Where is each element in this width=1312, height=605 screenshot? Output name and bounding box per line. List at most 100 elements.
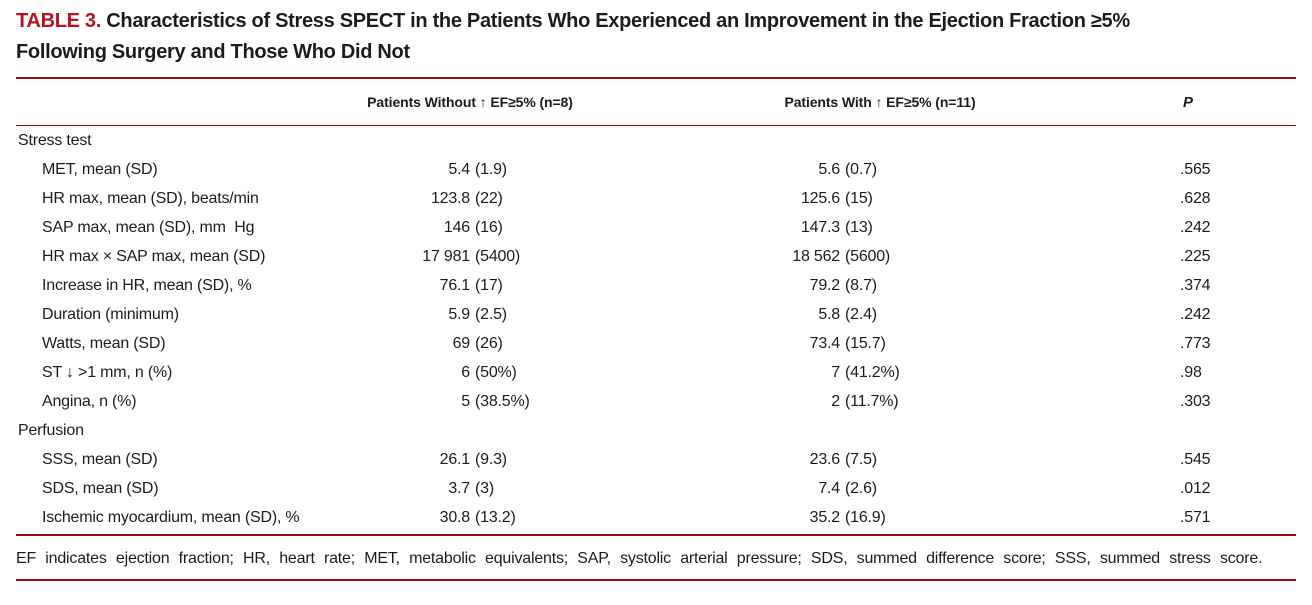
row-label: ST ↓ >1 mm, n (%) [42, 363, 173, 381]
value-without-number: 76.1 [439, 276, 471, 294]
table-title: TABLE 3. Characteristics of Stress SPECT… [16, 6, 1136, 68]
value-with-number: 7 [831, 363, 840, 381]
table-row: MET, mean (SD) 5.4 (1.9) 5.6 (0.7) .565 [16, 155, 1296, 184]
value-without-number: 26.1 [439, 450, 471, 468]
table-row: SSS, mean (SD) 26.1 (9.3) 23.6 (7.5) .54… [16, 445, 1296, 474]
value-with-number: 147.3 [800, 218, 840, 236]
value-without-number: 5.4 [448, 160, 470, 178]
value-with-sd: (41.2%) [845, 363, 900, 381]
value-p: .628 [1180, 189, 1211, 207]
value-without-number: 69 [452, 334, 471, 352]
value-with-number: 5.8 [818, 305, 840, 323]
value-without-sd: (1.9) [475, 160, 507, 178]
value-without-sd: (13.2) [475, 508, 516, 526]
table-body: Stress test MET, mean (SD) 5.4 (1.9) 5.6… [16, 126, 1296, 532]
table-row: HR max, mean (SD), beats/min 123.8 (22) … [16, 184, 1296, 213]
table-row: Increase in HR, mean (SD), % 76.1 (17) 7… [16, 271, 1296, 300]
value-without-number: 5 [461, 392, 470, 410]
table-rule-bottom-of-data [16, 534, 1296, 536]
table-title-text: Characteristics of Stress SPECT in the P… [16, 10, 1130, 63]
value-without-sd: (16) [475, 218, 503, 236]
value-p: .225 [1180, 247, 1211, 265]
value-p: .773 [1180, 334, 1211, 352]
header-patients-without: Patients Without ↑ EF≥5% (n=8) [367, 94, 573, 110]
paper-table-page: TABLE 3. Characteristics of Stress SPECT… [16, 6, 1296, 581]
value-without-sd: (38.5%) [475, 392, 530, 410]
value-with-sd: (16.9) [845, 508, 886, 526]
table-row: Duration (minimum) 5.9 (2.5) 5.8 (2.4) .… [16, 300, 1296, 329]
value-p: .242 [1180, 218, 1211, 236]
value-without-sd: (2.5) [475, 305, 507, 323]
value-without-number: 146 [443, 218, 470, 236]
value-with-number: 35.2 [809, 508, 841, 526]
value-p: .242 [1180, 305, 1211, 323]
table-row: SAP max, mean (SD), mm Hg 146 (16) 147.3… [16, 213, 1296, 242]
row-label: Stress test [18, 131, 92, 149]
header-p-value: P [1183, 93, 1193, 111]
value-without-sd: (17) [475, 276, 503, 294]
table-row: HR max × SAP max, mean (SD) 17 981 (5400… [16, 242, 1296, 271]
table-number-label: TABLE 3. [16, 10, 102, 32]
row-label: Ischemic myocardium, mean (SD), % [42, 508, 300, 526]
table-footnote: EF indicates ejection fraction; HR, hear… [16, 550, 1263, 567]
value-p: .012 [1180, 479, 1211, 497]
row-label: SDS, mean (SD) [42, 479, 159, 497]
table-row: Ischemic myocardium, mean (SD), % 30.8 (… [16, 503, 1296, 532]
value-without-number: 30.8 [439, 508, 471, 526]
row-label: Perfusion [18, 421, 84, 439]
row-label: Angina, n (%) [42, 392, 137, 410]
value-with-sd: (0.7) [845, 160, 877, 178]
table-header-row: Patients Without ↑ EF≥5% (n=8) Patients … [16, 79, 1296, 125]
row-label: HR max × SAP max, mean (SD) [42, 247, 266, 265]
value-without-sd: (50%) [475, 363, 517, 381]
value-with-sd: (2.4) [845, 305, 877, 323]
value-without-number: 123.8 [430, 189, 470, 207]
table-row: SDS, mean (SD) 3.7 (3) 7.4 (2.6) .012 [16, 474, 1296, 503]
value-with-sd: (5600) [845, 247, 891, 265]
value-with-sd: (8.7) [845, 276, 877, 294]
table-rule-under-header [16, 125, 1296, 126]
table-row: Angina, n (%) 5 (38.5%) 2 (11.7%) .303 [16, 387, 1296, 416]
value-with-sd: (2.6) [845, 479, 877, 497]
header-patients-with: Patients With ↑ EF≥5% (n=11) [784, 94, 976, 110]
value-p: .571 [1180, 508, 1211, 526]
value-with-sd: (11.7%) [845, 392, 899, 410]
value-without-sd: (26) [475, 334, 503, 352]
table-row: Perfusion [16, 416, 1296, 445]
value-with-number: 2 [831, 392, 840, 410]
value-with-number: 73.4 [809, 334, 841, 352]
row-label: Watts, mean (SD) [42, 334, 166, 352]
value-with-number: 23.6 [809, 450, 841, 468]
value-without-sd: (5400) [475, 247, 521, 265]
page-rule-bottom [16, 579, 1296, 581]
value-p: .374 [1180, 276, 1211, 294]
value-without-sd: (9.3) [475, 450, 507, 468]
row-label: HR max, mean (SD), beats/min [42, 189, 259, 207]
value-without-sd: (3) [475, 479, 494, 497]
value-without-sd: (22) [475, 189, 503, 207]
value-without-number: 5.9 [448, 305, 470, 323]
row-label: Increase in HR, mean (SD), % [42, 276, 252, 294]
value-without-number: 17 981 [422, 247, 470, 265]
value-with-number: 5.6 [818, 160, 840, 178]
table-rule-top [16, 77, 1296, 79]
value-p: .565 [1180, 160, 1211, 178]
value-with-sd: (15) [845, 189, 873, 207]
table-row: Stress test [16, 126, 1296, 155]
row-label: SSS, mean (SD) [42, 450, 158, 468]
value-with-sd: (7.5) [845, 450, 877, 468]
value-without-number: 3.7 [448, 479, 470, 497]
table-row: ST ↓ >1 mm, n (%) 6 (50%) 7 (41.2%) .98 [16, 358, 1296, 387]
value-with-sd: (13) [845, 218, 873, 236]
value-p: .98 [1180, 363, 1202, 381]
row-label: SAP max, mean (SD), mm Hg [42, 218, 255, 236]
value-without-number: 6 [461, 363, 470, 381]
value-with-sd: (15.7) [845, 334, 886, 352]
value-with-number: 79.2 [809, 276, 841, 294]
value-with-number: 18 562 [792, 247, 840, 265]
table-row: Watts, mean (SD) 69 (26) 73.4 (15.7) .77… [16, 329, 1296, 358]
value-p: .545 [1180, 450, 1211, 468]
row-label: Duration (minimum) [42, 305, 179, 323]
value-p: .303 [1180, 392, 1211, 410]
value-with-number: 7.4 [818, 479, 840, 497]
